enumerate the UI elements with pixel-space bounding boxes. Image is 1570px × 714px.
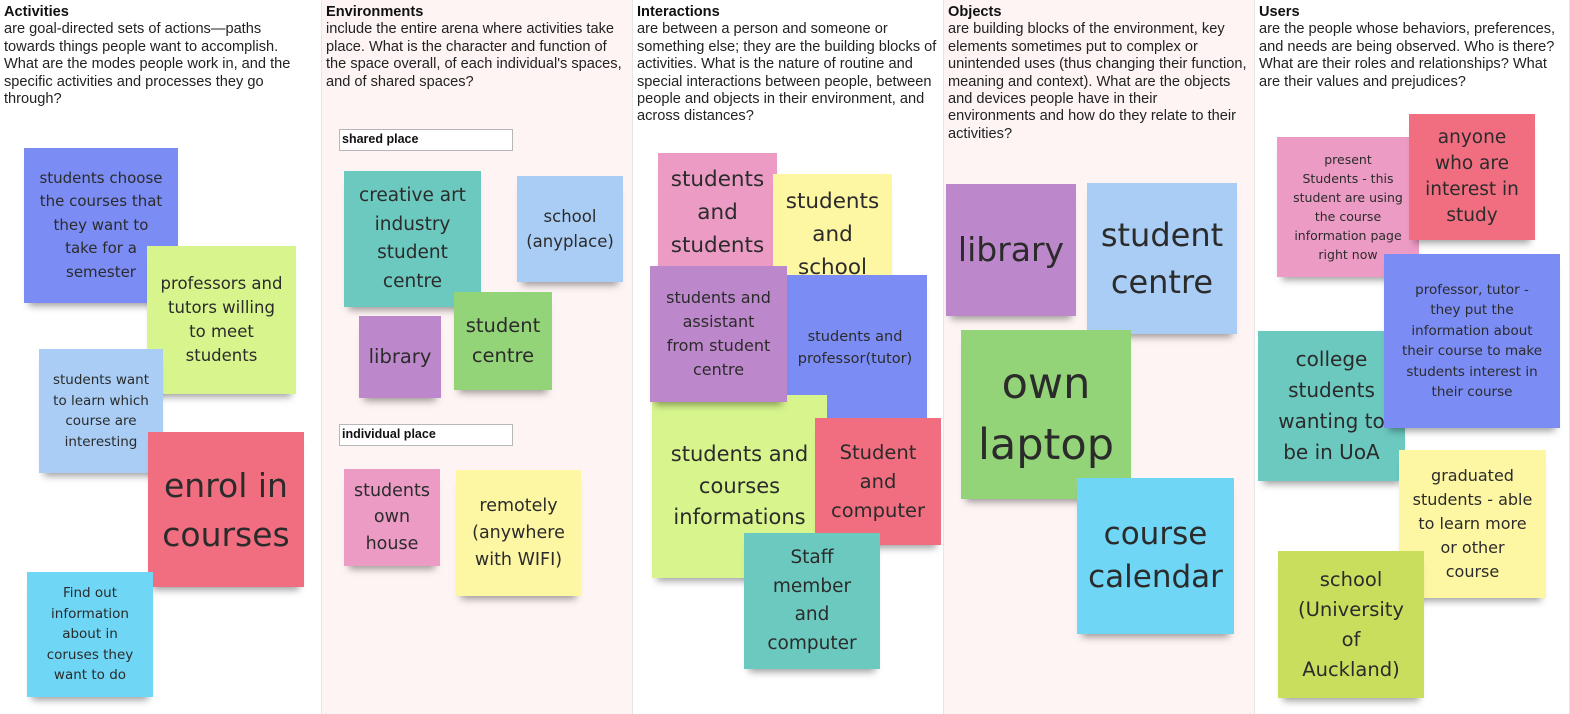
sticky-note[interactable]: Find out information about in coruses th… [27, 572, 153, 697]
column-title: Environments [326, 4, 424, 20]
column-description: are building blocks of the environment, … [948, 21, 1247, 142]
sticky-note[interactable]: professor, tutor - they put the informat… [1384, 254, 1560, 428]
column-title: Users [1259, 4, 1300, 20]
sticky-note[interactable]: professors and tutors willing to meet st… [147, 246, 296, 394]
sticky-note[interactable]: students want to learn which course are … [39, 349, 163, 473]
sticky-note[interactable]: students and students [658, 153, 777, 272]
sticky-note[interactable]: present Students - this student are usin… [1277, 137, 1419, 277]
sticky-note[interactable]: students and school [773, 174, 892, 294]
sticky-note[interactable]: library [359, 316, 441, 398]
sticky-note[interactable]: college students wanting to be in UoA [1258, 331, 1405, 481]
sticky-note[interactable]: course calendar [1077, 478, 1234, 634]
frame-label-individual-place[interactable]: individual place [339, 424, 513, 446]
column-title: Interactions [637, 4, 720, 20]
sticky-note[interactable]: school (University of Auckland) [1278, 551, 1424, 698]
column-title: Objects [948, 4, 1002, 20]
column-title: Activities [4, 4, 69, 20]
column-description: are the people whose behaviors, preferen… [1259, 21, 1556, 90]
column-header: Objects are building blocks of the envir… [948, 4, 1248, 143]
column-header: Interactions are between a person and so… [637, 4, 937, 126]
sticky-note[interactable]: own laptop [961, 330, 1131, 499]
sticky-note[interactable]: Staff member and computer [744, 533, 880, 669]
column-header: Environments include the entire arena wh… [326, 4, 626, 91]
column-header: Users are the people whose behaviors, pr… [1259, 4, 1563, 91]
column-description: include the entire arena where activitie… [326, 21, 622, 90]
sticky-note[interactable]: students own house [344, 469, 440, 566]
sticky-note[interactable]: school (anyplace) [517, 176, 623, 282]
sticky-note[interactable]: students and assistant from student cent… [650, 266, 787, 402]
column-description: are between a person and someone or some… [637, 21, 937, 125]
sticky-note[interactable]: student centre [454, 292, 552, 390]
frame-label-shared-place[interactable]: shared place [339, 129, 513, 151]
sticky-note[interactable]: student centre [1087, 183, 1237, 334]
sticky-note[interactable]: Student and computer [815, 418, 941, 545]
sticky-note[interactable]: library [946, 184, 1076, 316]
sticky-note[interactable]: creative art industry student centre [344, 171, 481, 307]
sticky-note[interactable]: graduated students - able to learn more … [1399, 450, 1546, 598]
sticky-note[interactable]: anyone who are interest in study [1409, 114, 1535, 240]
sticky-note[interactable]: enrol in courses [148, 432, 304, 587]
sticky-note[interactable]: remotely (anywhere with WIFI) [456, 470, 581, 596]
column-description: are goal-directed sets of actions—paths … [4, 21, 291, 108]
column-header: Activities are goal-directed sets of act… [4, 4, 315, 108]
